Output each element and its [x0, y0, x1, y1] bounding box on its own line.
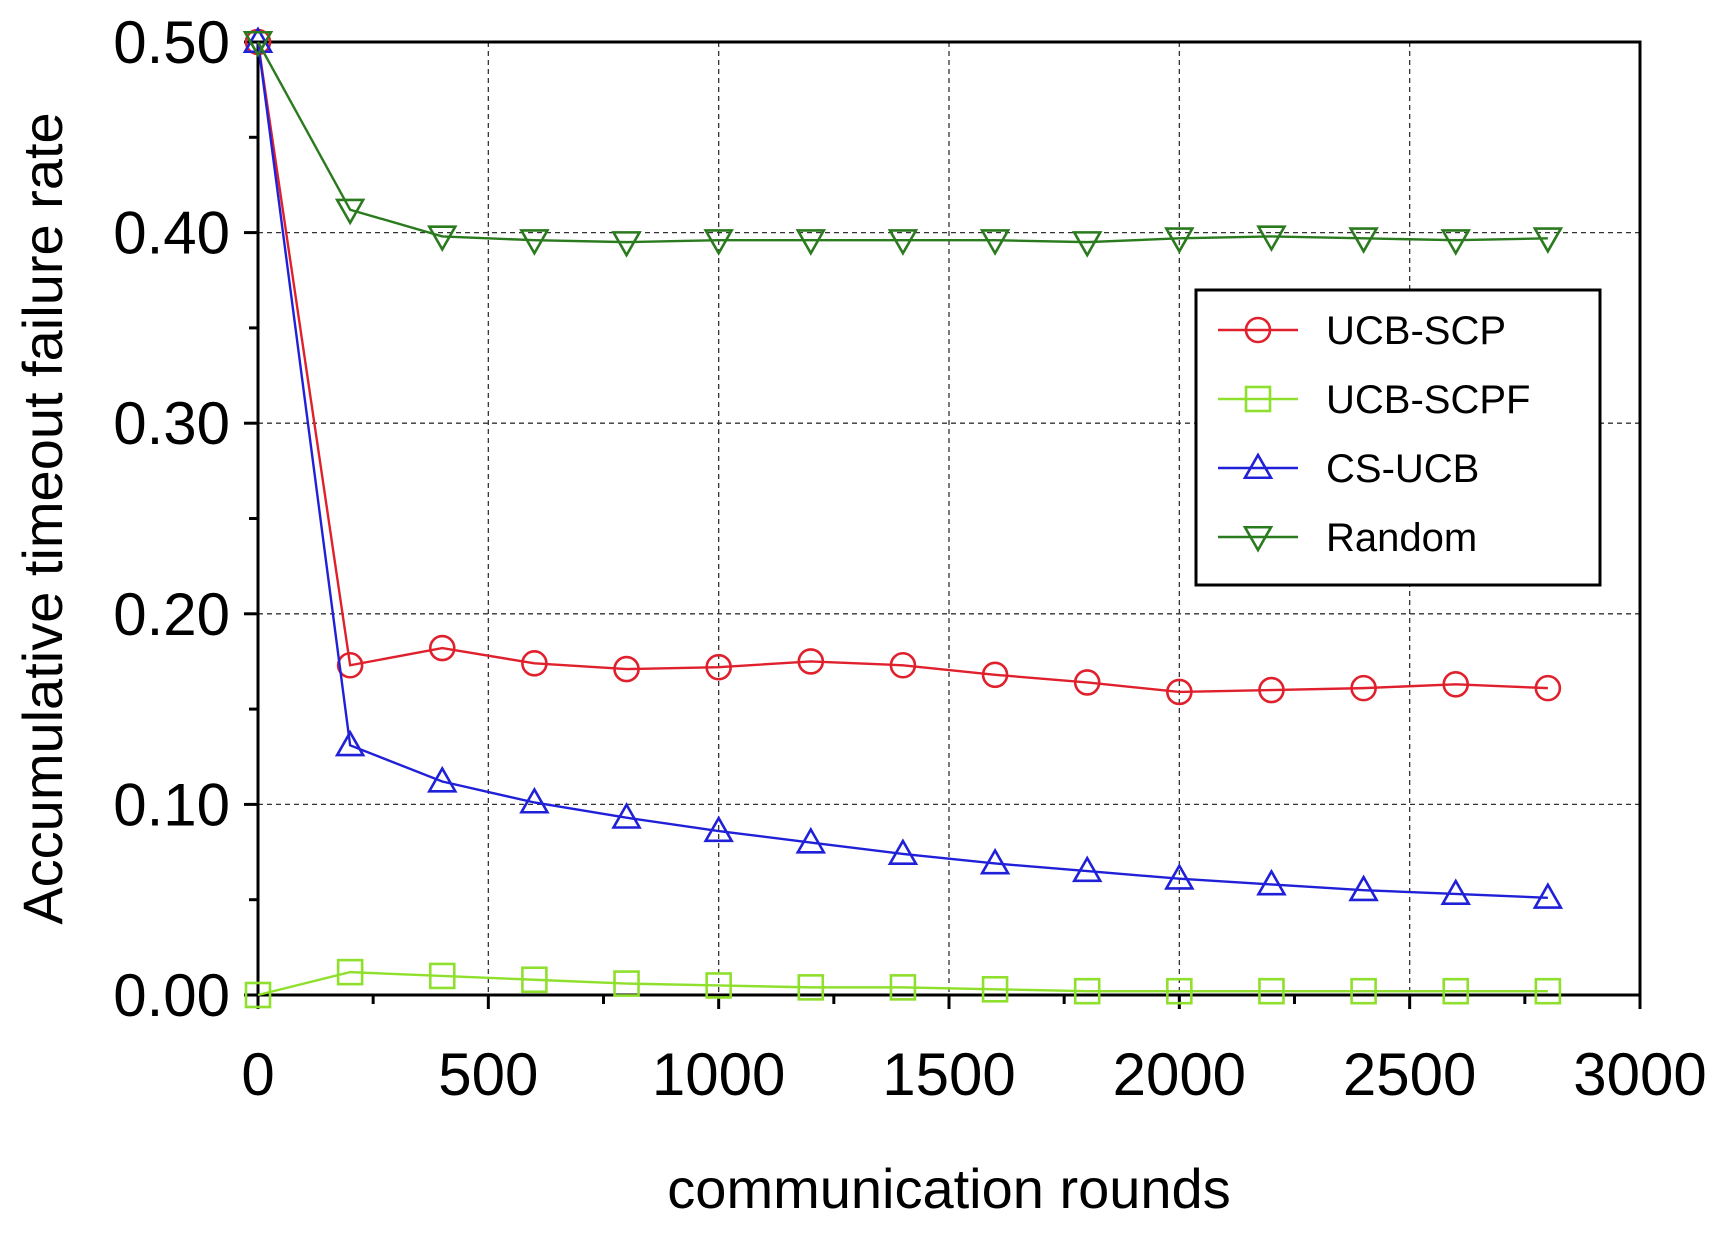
data-point-random: [334, 198, 366, 226]
y-tick-label: 0.30: [113, 390, 230, 457]
data-point-ucb-scpf: [1534, 977, 1562, 1005]
data-point-ucb-scp: [613, 655, 640, 683]
data-point-ucb-scp: [705, 653, 732, 681]
series-layer: [242, 26, 1564, 1009]
data-point-ucb-scpf: [1258, 977, 1285, 1005]
data-point-random: [703, 229, 734, 256]
data-point-random: [427, 225, 458, 253]
x-tick-label: 1500: [882, 1041, 1015, 1108]
x-tick-labels: 0 500 1000 1500 2000 2500 3000: [241, 1041, 1706, 1108]
data-point-random: [611, 231, 642, 258]
data-point-ucb-scp: [1166, 678, 1193, 706]
y-tick-label: 0.00: [113, 962, 230, 1029]
x-tick-label: 1000: [652, 1041, 785, 1108]
data-point-ucb-scp: [889, 651, 917, 679]
data-point-ucb-scp: [981, 661, 1009, 689]
data-point-cs-ucb: [1164, 863, 1195, 890]
legend-label: Random: [1326, 516, 1477, 560]
data-point-cs-ucb: [1348, 874, 1379, 902]
legend-marker-cs-ucb: [1242, 452, 1274, 480]
data-point-random: [1256, 225, 1287, 253]
y-tick-label: 0.20: [113, 581, 230, 648]
series-line-ucb-scpf: [257, 970, 1548, 997]
data-point-ucb-scpf: [336, 958, 364, 986]
data-point-ucb-scpf: [1166, 977, 1193, 1005]
legend-item-ucb-scpf: UCB-SCPF: [1218, 378, 1530, 422]
data-point-random: [519, 229, 550, 256]
x-tick-label: 500: [438, 1041, 538, 1108]
legend-marker-random: [1242, 525, 1274, 553]
x-tick-label: 0: [241, 1041, 274, 1108]
data-point-cs-ucb: [1532, 882, 1564, 909]
x-axis-label: communication rounds: [667, 1157, 1230, 1220]
data-point-random: [1164, 227, 1195, 254]
data-point-ucb-scp: [1258, 676, 1285, 704]
data-point-random: [1532, 227, 1564, 254]
data-point-ucb-scp: [1073, 669, 1101, 696]
legend-label: UCB-SCPF: [1326, 378, 1530, 422]
data-point-ucb-scpf: [981, 975, 1009, 1003]
data-point-ucb-scpf: [428, 962, 456, 990]
data-point-ucb-scpf: [889, 974, 917, 1001]
legend-marker-ucb-scp: [1244, 316, 1272, 344]
data-point-random: [1440, 229, 1471, 256]
y-tick-label: 0.10: [113, 771, 230, 838]
data-point-ucb-scp: [428, 634, 456, 662]
data-point-ucb-scpf: [521, 966, 548, 994]
data-point-ucb-scp: [1350, 674, 1377, 702]
data-point-cs-ucb: [1256, 868, 1287, 896]
series-line-ucb-scp: [256, 41, 1548, 694]
series-random: [242, 30, 1564, 258]
series-cs-ucb: [242, 26, 1564, 909]
data-point-ucb-scpf: [1073, 977, 1101, 1005]
y-axis-label: Accumulative timeout failure rate: [11, 112, 74, 924]
legend-label: CS-UCB: [1326, 447, 1479, 491]
data-point-random: [979, 229, 1011, 256]
data-point-random: [242, 30, 274, 58]
data-point-random: [1071, 231, 1103, 258]
data-point-ucb-scp: [1534, 674, 1562, 702]
data-point-random: [795, 229, 827, 256]
legend-marker-ucb-scpf: [1244, 385, 1272, 413]
x-tick-label: 3000: [1573, 1041, 1706, 1108]
legend-item-ucb-scp: UCB-SCP: [1218, 309, 1506, 353]
legend-item-random: Random: [1218, 516, 1477, 560]
data-point-ucb-scpf: [705, 972, 732, 999]
data-point-cs-ucb: [887, 838, 919, 866]
legend-item-cs-ucb: CS-UCB: [1218, 447, 1479, 491]
data-point-ucb-scp: [336, 651, 364, 679]
data-point-ucb-scp: [1442, 671, 1470, 698]
y-tick-label: 0.40: [113, 200, 230, 267]
series-line-cs-ucb: [256, 41, 1548, 899]
data-point-cs-ucb: [334, 729, 366, 757]
data-point-cs-ucb: [242, 26, 274, 54]
data-point-ucb-scpf: [1442, 977, 1470, 1005]
data-point-random: [1348, 227, 1379, 254]
grid-lines: [258, 42, 1640, 995]
data-point-cs-ucb: [703, 815, 734, 843]
data-point-cs-ucb: [427, 765, 458, 793]
data-point-ucb-scpf: [1350, 977, 1377, 1005]
x-tick-label: 2500: [1343, 1041, 1476, 1108]
y-tick-labels: 0.00 0.10 0.20 0.30 0.40 0.50: [113, 9, 230, 1029]
legend-label: UCB-SCP: [1326, 309, 1506, 353]
data-point-ucb-scp: [521, 650, 548, 677]
legend: UCB-SCP UCB-SCPF CS-UCB Random: [1194, 288, 1602, 587]
data-point-ucb-scpf: [244, 981, 272, 1009]
y-tick-label: 0.50: [113, 9, 230, 76]
x-tick-label: 2000: [1113, 1041, 1246, 1108]
data-point-ucb-scpf: [797, 974, 825, 1001]
data-point-ucb-scpf: [613, 970, 640, 997]
series-ucb-scpf: [244, 958, 1562, 1009]
data-point-cs-ucb: [1071, 855, 1103, 883]
data-point-cs-ucb: [1440, 878, 1471, 906]
data-point-ucb-scp: [797, 648, 825, 675]
data-point-random: [887, 229, 919, 256]
data-point-cs-ucb: [795, 826, 827, 854]
data-point-cs-ucb: [519, 786, 550, 814]
series-line-random: [256, 41, 1548, 244]
data-point-cs-ucb: [979, 847, 1011, 875]
data-point-cs-ucb: [611, 802, 642, 829]
